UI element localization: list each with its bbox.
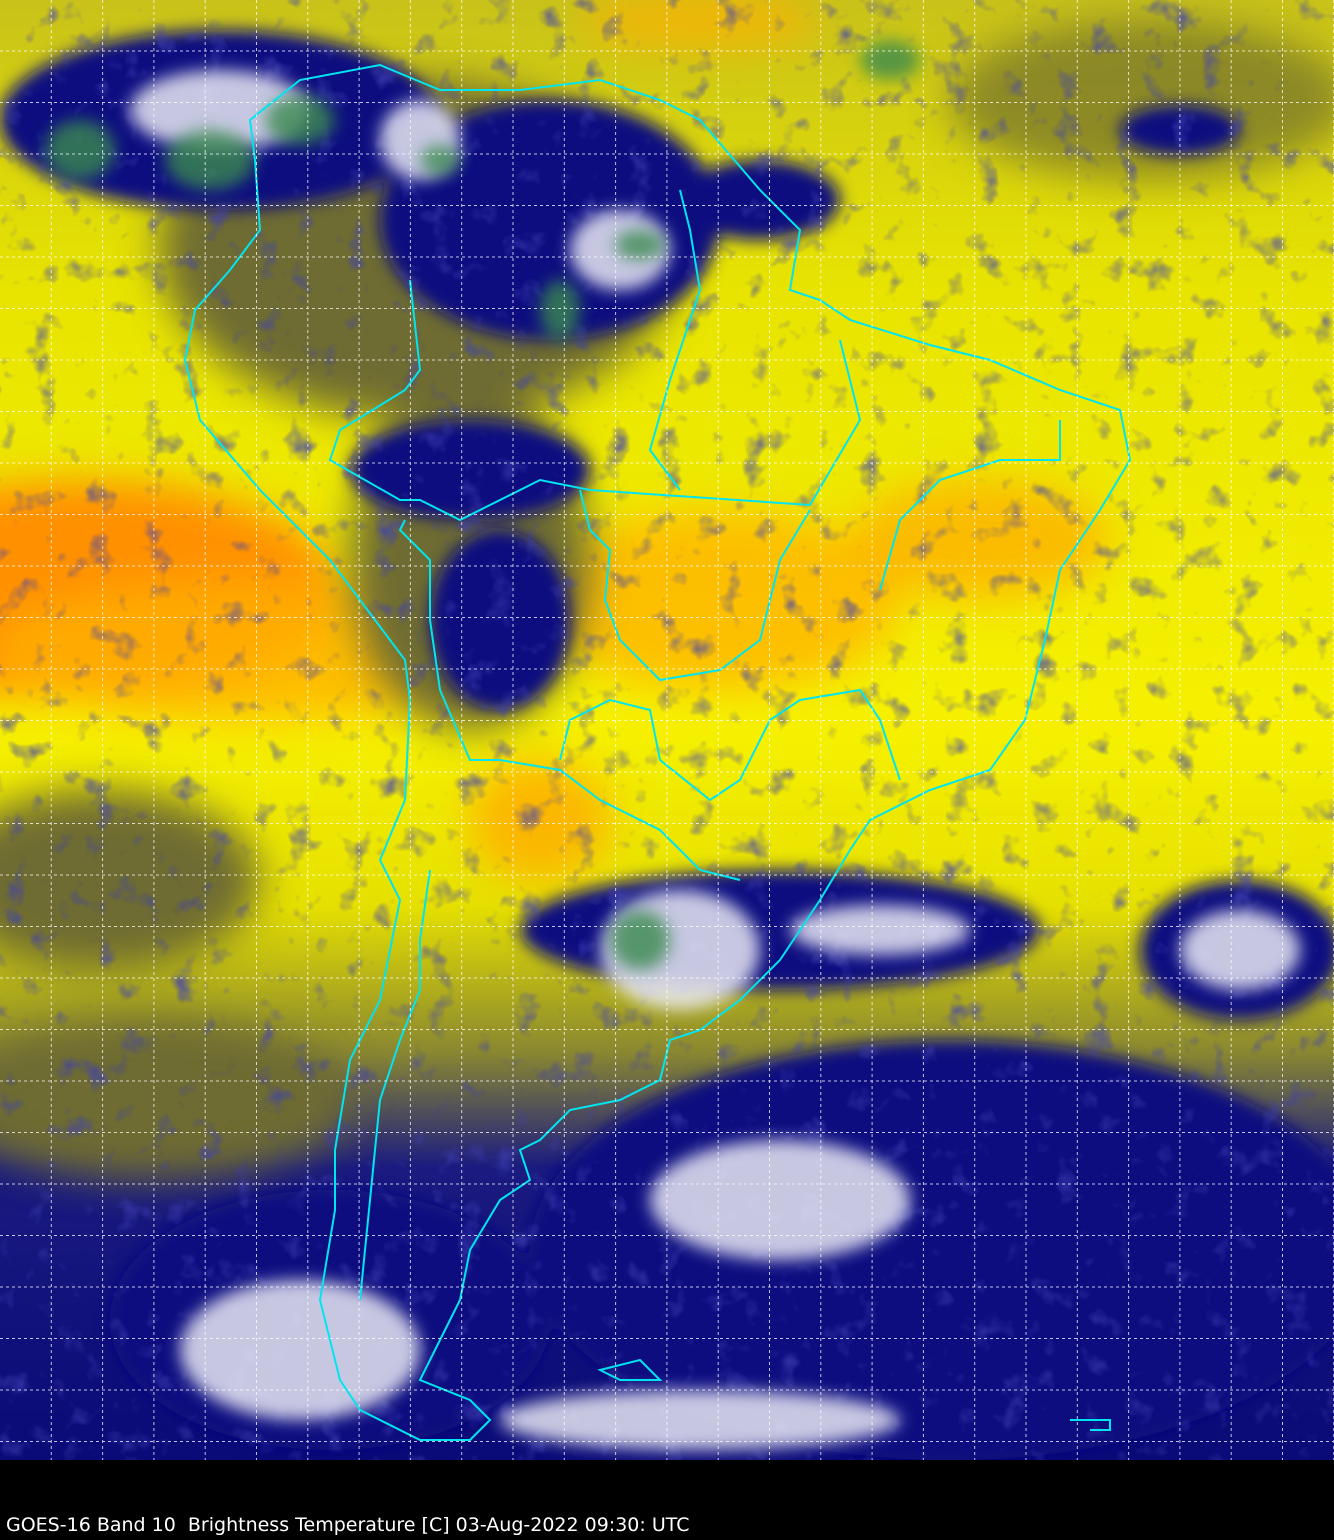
lat-lon-grid <box>0 0 1334 1460</box>
green-cold-cores <box>45 40 920 970</box>
satellite-image <box>0 0 1334 1460</box>
white-cloud-tops <box>130 70 1300 1450</box>
image-caption: GOES-16 Band 10 Brightness Temperature [… <box>6 1514 690 1536</box>
